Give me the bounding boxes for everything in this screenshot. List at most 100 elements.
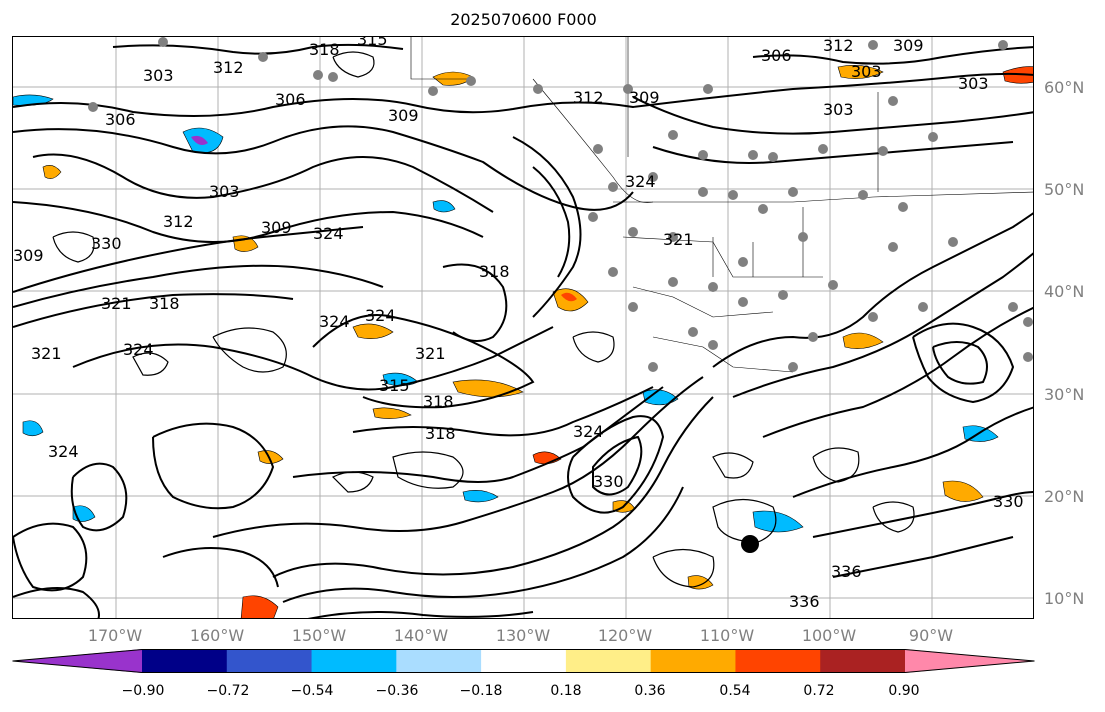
colorbar-segment	[142, 649, 228, 673]
contour-label: 315	[379, 376, 410, 395]
lon-label: 100°W	[801, 626, 857, 645]
colorbar-extend-min	[12, 649, 142, 673]
anomaly-fill-patches	[13, 65, 1033, 618]
map-panel: 318 315 312 306 312 309 306 312 309 309 …	[12, 36, 1034, 619]
contour-lines	[13, 43, 1033, 618]
colorbar-tick: −0.90	[121, 683, 165, 699]
contour-label: 312	[573, 88, 604, 107]
colorbar-extend-max	[905, 649, 1035, 673]
contour-label: 324	[313, 224, 344, 243]
contour-label: 336	[789, 592, 820, 611]
positive-patch	[257, 450, 284, 464]
lon-label: 110°W	[699, 626, 755, 645]
contour-label: 318	[479, 262, 510, 281]
contour-label: 324	[319, 312, 350, 331]
positive-patch	[240, 595, 279, 618]
contour-label: 309	[388, 106, 419, 125]
positive-patch	[842, 332, 884, 349]
lon-label: 130°W	[495, 626, 551, 645]
contour-label: 306	[275, 90, 306, 109]
station-dots	[88, 37, 1033, 372]
colorbar-tick: 0.72	[803, 683, 835, 699]
lon-label: 160°W	[189, 626, 245, 645]
negative-patch	[22, 420, 44, 437]
colorbar-segment	[311, 649, 397, 673]
lat-label: 40°N	[1044, 282, 1085, 301]
contour-label: 309	[13, 246, 44, 265]
contour-label: 330	[593, 472, 624, 491]
contour-label: 312	[213, 58, 244, 77]
colorbar-segment	[820, 649, 906, 673]
colorbar-tick: 0.36	[634, 683, 666, 699]
contour-label: 324	[123, 340, 154, 359]
contour-label: 321	[101, 294, 132, 313]
contour-label: 324	[365, 306, 396, 325]
positive-patch	[561, 292, 577, 302]
contour-label: 330	[993, 492, 1024, 511]
lat-label: 50°N	[1044, 180, 1085, 199]
map-canvas: 318 315 312 306 312 309 306 312 309 309 …	[13, 37, 1033, 618]
lon-label: 120°W	[597, 626, 653, 645]
contour-label: 309	[261, 218, 292, 237]
colorbar-tick: −0.54	[290, 683, 334, 699]
colorbar-segment	[396, 649, 482, 673]
positive-patch	[837, 65, 884, 79]
contour-label: 324	[573, 422, 604, 441]
colorbar-outline	[12, 649, 1035, 673]
colorbar-tick: 0.90	[888, 683, 920, 699]
contour-label-group: 318 315 312 306 312 309 306 312 309 309 …	[13, 37, 1024, 611]
negative-patch	[72, 505, 96, 522]
contour-lines-minor	[52, 51, 915, 588]
graticule	[13, 37, 1033, 618]
colorbar-tick: 0.18	[550, 683, 582, 699]
lon-label: 140°W	[393, 626, 449, 645]
contour-label: 303	[143, 66, 174, 85]
positive-patch	[352, 323, 394, 339]
lon-label: 90°W	[908, 626, 954, 645]
contour-label: 309	[893, 37, 924, 55]
colorbar-segment	[226, 649, 313, 673]
colorbar-tick: −0.72	[206, 683, 250, 699]
lon-label: 170°W	[87, 626, 143, 645]
lat-label: 30°N	[1044, 385, 1085, 404]
lon-label: 150°W	[291, 626, 347, 645]
contour-label: 303	[958, 74, 989, 93]
negative-patch	[432, 200, 456, 213]
map-title: 2025070600 F000	[450, 10, 597, 29]
contour-label: 318	[425, 424, 456, 443]
positive-patch	[532, 451, 562, 465]
lat-label: 60°N	[1044, 78, 1085, 97]
contour-label: 303	[209, 182, 240, 201]
contour-label: 321	[663, 230, 694, 249]
colorbar-segment	[565, 649, 652, 673]
positive-patch	[687, 575, 714, 590]
contour-label: 318	[309, 40, 340, 59]
contour-label: 318	[423, 392, 454, 411]
colorbar	[12, 649, 1035, 673]
colorbar-segment	[481, 649, 567, 673]
negative-patch	[642, 389, 679, 406]
colorbar-segment	[735, 649, 821, 673]
lat-label: 10°N	[1044, 589, 1085, 608]
negative-patch	[462, 490, 499, 503]
lat-label: 20°N	[1044, 487, 1085, 506]
political-boundaries	[410, 37, 1033, 373]
contour-label: 330	[91, 234, 122, 253]
negative-patch	[191, 135, 208, 145]
colorbar-tick: −0.18	[459, 683, 503, 699]
contour-label: 306	[105, 110, 136, 129]
colorbar-segment	[650, 649, 736, 673]
negative-patch	[752, 510, 804, 533]
colorbar-tick: 0.54	[719, 683, 751, 699]
tropical-cyclone-marker	[741, 535, 759, 553]
contour-label: 324	[625, 172, 656, 191]
contour-label: 336	[831, 562, 862, 581]
contour-label: 318	[149, 294, 180, 313]
contour-label: 321	[415, 344, 446, 363]
contour-label: 306	[761, 46, 792, 65]
positive-patch	[42, 165, 62, 179]
contour-label: 303	[823, 100, 854, 119]
contour-label: 312	[823, 37, 854, 55]
contour-label: 324	[48, 442, 79, 461]
contour-label: 315	[357, 37, 388, 49]
